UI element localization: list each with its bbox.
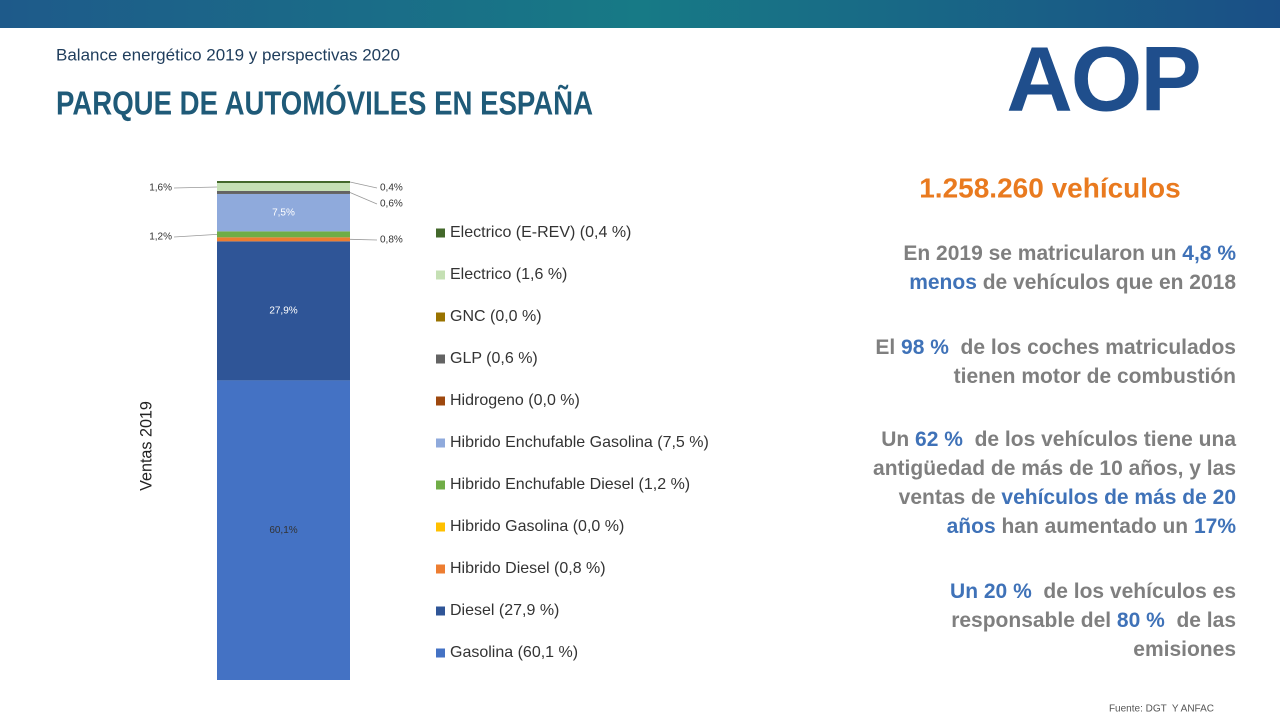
legend-label: Hibrido Enchufable Gasolina (7,5 %)	[450, 434, 709, 451]
bar-segment	[217, 193, 350, 232]
subtitle: Balance energético 2019 y perspectivas 2…	[56, 45, 400, 64]
bar-segment	[217, 241, 350, 381]
legend-label: GLP (0,6 %)	[450, 350, 538, 367]
legend-swatch	[436, 270, 445, 280]
body-text: emisiones	[1133, 638, 1236, 661]
source: Fuente: DGT Y ANFAC	[1109, 704, 1214, 715]
data-label: 0,4%	[380, 183, 403, 194]
emphasis-text: vehículos de más de 20	[1001, 486, 1236, 509]
legend-label: Hidrogeno (0,0 %)	[450, 392, 580, 409]
bar-segment	[217, 181, 350, 183]
panel-line: El 98 % de los coches matriculados	[875, 336, 1236, 359]
legend-label: Electrico (1,6 %)	[450, 266, 567, 283]
legend-swatch	[436, 522, 445, 532]
body-text: han aumentado un	[996, 515, 1194, 538]
legend-swatch	[436, 480, 445, 490]
bar-segment	[217, 380, 350, 680]
data-label: 1,6%	[149, 183, 172, 194]
category-label: Ventas 2019	[136, 401, 155, 491]
body-text: de vehículos que en 2018	[977, 271, 1236, 294]
top-bar	[0, 0, 1280, 28]
legend-swatch	[436, 312, 445, 322]
legend-swatch	[436, 438, 445, 448]
panel-line: Un 62 % de los vehículos tiene una	[881, 428, 1236, 451]
data-label: 60,1%	[269, 525, 297, 536]
legend-swatch	[436, 396, 445, 406]
legend-label: Gasolina (60,1 %)	[450, 644, 578, 661]
emphasis-text: 98 %	[901, 336, 949, 359]
panel-line: años han aumentado un 17%	[947, 515, 1237, 538]
panel-line: ventas de vehículos de más de 20	[899, 486, 1236, 509]
emphasis-text: menos	[909, 271, 977, 294]
legend-label: Diesel (27,9 %)	[450, 602, 559, 619]
body-text: de los coches matriculados	[949, 336, 1236, 359]
leader-line	[349, 181, 378, 189]
leader-line	[349, 238, 378, 241]
bar-segment	[217, 237, 350, 242]
data-label: 27,9%	[269, 306, 297, 317]
panel-line: emisiones	[1133, 638, 1236, 661]
body-text: Un	[881, 428, 915, 451]
legend-label: Hibrido Enchufable Diesel (1,2 %)	[450, 476, 690, 493]
leader-line	[173, 186, 218, 189]
body-text: El	[875, 336, 901, 359]
emphasis-text: 80 %	[1117, 609, 1165, 632]
emphasis-text: Un 20 %	[950, 580, 1032, 603]
legend-swatch	[436, 648, 445, 658]
body-text: de los vehículos tiene una	[963, 428, 1236, 451]
body-text: ventas de	[899, 486, 1002, 509]
legend-label: GNC (0,0 %)	[450, 308, 542, 325]
logo: AOP	[1006, 28, 1199, 130]
legend-label: Electrico (E-REV) (0,4 %)	[450, 224, 631, 241]
emphasis-text: 17%	[1194, 515, 1236, 538]
legend-label: Hibrido Diesel (0,8 %)	[450, 560, 606, 577]
panel-line: menos de vehículos que en 2018	[909, 271, 1236, 294]
leader-line	[173, 233, 218, 238]
panel-line: responsable del 80 % de las	[951, 609, 1236, 632]
body-text: antigüedad de más de 10 años, y las	[873, 457, 1236, 480]
text-panel: 1.258.260 vehículos En 2019 se matricular…	[873, 172, 1236, 660]
panel-line: En 2019 se matricularon un 4,8 %	[903, 242, 1236, 265]
panel-line: Un 20 % de los vehículos es	[950, 580, 1236, 603]
bar-segment	[217, 182, 350, 191]
body-text: En 2019 se matricularon un	[903, 242, 1182, 265]
chart: Ventas 2019 60,1% 27,9% 0,8% 1,2% 7,5% 0,6% 1,6…	[136, 181, 709, 680]
body-text: de los vehículos es	[1032, 580, 1236, 603]
legend-swatch	[436, 606, 445, 616]
data-label: 7,5%	[272, 207, 295, 218]
body-text: tienen motor de combustión	[954, 365, 1236, 388]
bar-segment	[217, 231, 350, 238]
data-label: 0,8%	[380, 235, 403, 246]
emphasis-text: 4,8 %	[1182, 242, 1236, 265]
emphasis-text: años	[947, 515, 996, 538]
data-label: 1,2%	[149, 232, 172, 243]
body-text: responsable del	[951, 609, 1117, 632]
legend-swatch	[436, 564, 445, 574]
data-label: 0,6%	[380, 199, 403, 210]
body-text: de las	[1165, 609, 1236, 632]
panel-line: antigüedad de más de 10 años, y las	[873, 457, 1236, 480]
bar-segment	[217, 190, 350, 194]
legend-swatch	[436, 228, 445, 238]
panel-line: tienen motor de combustión	[954, 365, 1236, 388]
leader-line	[349, 192, 378, 205]
legend-swatch	[436, 354, 445, 364]
headline: 1.258.260 vehículos	[919, 172, 1181, 203]
slide-title: PARQUE DE AUTOMÓVILES EN ESPAÑA	[56, 85, 593, 122]
legend-label: Hibrido Gasolina (0,0 %)	[450, 518, 624, 535]
emphasis-text: 62 %	[915, 428, 963, 451]
